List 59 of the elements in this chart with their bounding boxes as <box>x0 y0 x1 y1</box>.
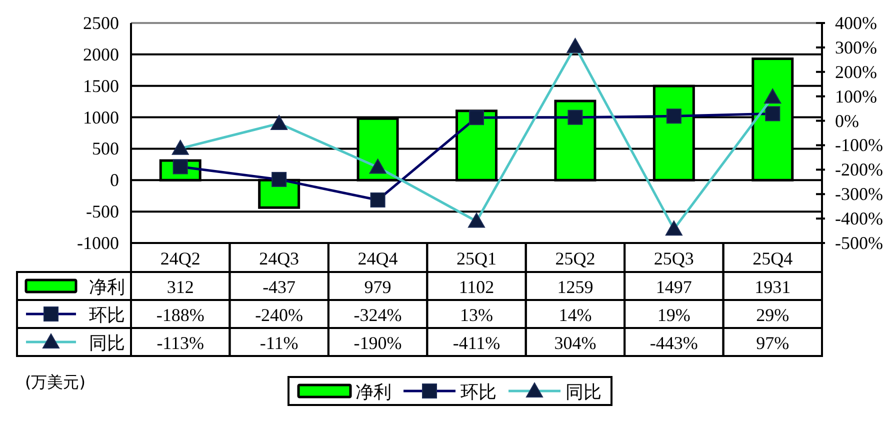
data-label: 979 <box>364 277 392 297</box>
data-label: -113% <box>156 333 204 353</box>
y2-tick-label: -300% <box>835 184 883 204</box>
y-tick-label: 500 <box>92 138 119 159</box>
legend-label: 同比 <box>566 382 602 402</box>
x-tick-label: 25Q3 <box>654 248 694 268</box>
data-label: -188% <box>156 305 204 325</box>
x-tick-label: 25Q1 <box>456 248 496 268</box>
data-label: 19% <box>657 305 690 325</box>
legend-label: 环比 <box>460 382 496 402</box>
y-tick-label: 2500 <box>83 13 119 33</box>
point <box>370 192 386 208</box>
y2-tick-label: -100% <box>835 135 883 156</box>
data-label: -190% <box>354 333 402 353</box>
y2-tick-label: 0% <box>835 110 859 131</box>
data-label: 1259 <box>557 277 594 297</box>
y-tick-label: 2000 <box>83 44 119 64</box>
data-label: 304% <box>554 333 596 353</box>
data-label: 97% <box>756 333 790 353</box>
point <box>272 172 287 187</box>
data-label: -240% <box>255 305 304 325</box>
x-tick-label: 24Q4 <box>358 248 398 268</box>
point <box>765 106 780 122</box>
y-tick-label: -1000 <box>77 233 119 253</box>
data-label: 1102 <box>458 277 494 297</box>
data-label: 1931 <box>754 277 791 297</box>
data-label: 29% <box>756 305 790 325</box>
y2-tick-label: 300% <box>835 37 877 58</box>
y2-tick-label: 400% <box>835 13 877 33</box>
data-label: -443% <box>650 333 698 353</box>
data-label: 1497 <box>656 277 692 297</box>
y-tick-label: 1000 <box>83 107 119 128</box>
legend-label: 净利 <box>356 382 392 402</box>
legend-label: 净利 <box>89 277 125 297</box>
x-tick-label: 24Q3 <box>259 248 300 268</box>
data-label: 13% <box>460 305 493 325</box>
data-label: -411% <box>452 333 500 353</box>
y2-tick-label: 100% <box>835 86 877 106</box>
y2-tick-label: -200% <box>835 160 883 180</box>
y-tick-label: 0 <box>110 170 119 190</box>
x-tick-label: 25Q4 <box>752 248 793 268</box>
x-tick-label: 25Q2 <box>555 248 596 268</box>
data-label: -437 <box>262 277 296 297</box>
x-tick-label: 24Q2 <box>160 248 200 268</box>
text: (万美元) <box>25 372 86 392</box>
data-label: -324% <box>354 305 402 325</box>
data-label: -11% <box>260 333 298 353</box>
legend-label: 环比 <box>89 305 125 325</box>
point <box>469 110 484 126</box>
data-label: 14% <box>558 305 592 325</box>
y-tick-label: -500 <box>86 202 119 222</box>
y2-tick-label: -400% <box>835 208 883 229</box>
point <box>666 108 682 124</box>
y2-tick-label: 200% <box>835 62 877 82</box>
y2-tick-label: -500% <box>835 233 883 253</box>
legend-label: 同比 <box>89 333 125 353</box>
point <box>568 110 583 125</box>
y-tick-label: 1500 <box>83 76 119 96</box>
data-label: 312 <box>166 277 194 297</box>
